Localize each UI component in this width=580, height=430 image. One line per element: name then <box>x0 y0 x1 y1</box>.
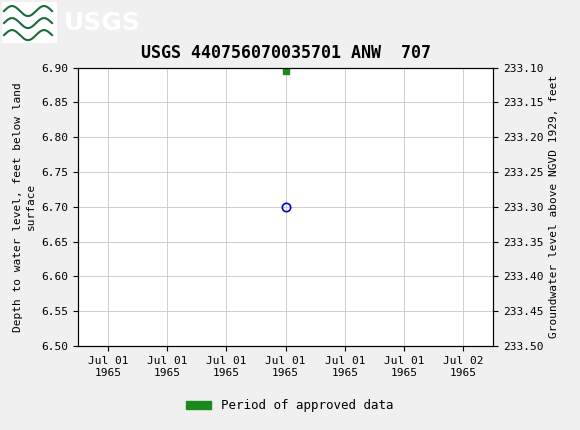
Y-axis label: Depth to water level, feet below land
surface: Depth to water level, feet below land su… <box>13 82 36 332</box>
Y-axis label: Groundwater level above NGVD 1929, feet: Groundwater level above NGVD 1929, feet <box>549 75 559 338</box>
FancyBboxPatch shape <box>2 2 57 43</box>
Legend: Period of approved data: Period of approved data <box>181 394 399 417</box>
Text: USGS: USGS <box>64 11 141 35</box>
Title: USGS 440756070035701 ANW  707: USGS 440756070035701 ANW 707 <box>140 44 430 62</box>
